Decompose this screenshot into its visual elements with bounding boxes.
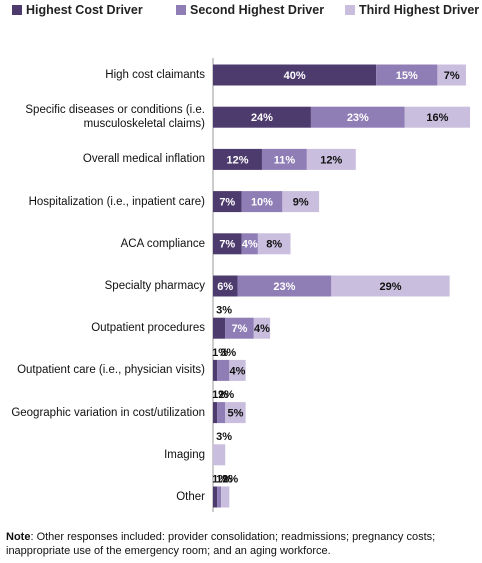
bar-segment xyxy=(213,64,377,86)
bar-segment xyxy=(253,317,271,339)
bar-segment xyxy=(229,359,246,381)
bar-segment xyxy=(221,486,230,508)
bar-segment xyxy=(225,317,254,339)
value-label: 1% xyxy=(212,347,228,359)
value-label: 24% xyxy=(251,112,273,124)
value-label: 15% xyxy=(396,70,418,82)
bar-segment xyxy=(241,191,283,213)
bar-segment xyxy=(404,106,471,128)
bar-segment xyxy=(213,191,242,213)
legend-item: Second Highest Driver xyxy=(176,3,324,17)
bar-segment xyxy=(217,359,230,381)
value-label: 12% xyxy=(226,154,248,166)
bar-segment xyxy=(213,233,242,255)
legend-label: Third Highest Driver xyxy=(359,3,480,17)
category-label: Outpatient procedures xyxy=(91,322,205,335)
bar-segment xyxy=(331,275,450,297)
category-label: Outpatient care (i.e., physician visits) xyxy=(17,364,205,377)
category-label: Hospitalization (i.e., inpatient care) xyxy=(28,195,205,208)
value-label: 23% xyxy=(347,112,369,124)
value-label: 23% xyxy=(273,281,295,293)
value-label: 7% xyxy=(444,70,460,82)
bar-segment xyxy=(376,64,438,86)
legend-item: Highest Cost Driver xyxy=(12,3,143,17)
category-label: Specific diseases or conditions (i.e. mu… xyxy=(25,104,205,131)
value-label: 5% xyxy=(227,408,243,420)
value-label: 3% xyxy=(216,431,232,443)
note-text: : Other responses included: provider con… xyxy=(6,531,436,557)
value-label: 4% xyxy=(254,323,270,335)
bar-segment xyxy=(282,191,320,213)
category-label: High cost claimants xyxy=(105,69,205,81)
value-label: 12% xyxy=(320,154,342,166)
bar-segment xyxy=(217,402,226,424)
value-label: 3% xyxy=(216,305,232,317)
value-label: 6% xyxy=(217,281,233,293)
bar-segment xyxy=(213,275,238,297)
bar-segment xyxy=(306,148,356,170)
value-label: 40% xyxy=(284,70,306,82)
category-label: Specialty pharmacy xyxy=(104,280,205,292)
legend-swatch xyxy=(345,5,355,15)
bar-segment xyxy=(225,402,246,424)
legend-item: Third Highest Driver xyxy=(345,3,479,17)
value-label: 16% xyxy=(426,112,448,124)
bar-segment xyxy=(257,233,291,255)
bar-segment xyxy=(213,359,218,381)
legend-label: Second Highest Driver xyxy=(190,3,325,17)
value-label: 1% xyxy=(212,389,228,401)
category-label: Imaging xyxy=(164,448,205,461)
value-label: 7% xyxy=(232,323,248,335)
value-label: 7% xyxy=(219,197,235,209)
bar-segment xyxy=(241,233,258,255)
value-label: 11% xyxy=(274,154,296,166)
value-label: 4% xyxy=(230,365,246,377)
note: Note: Other responses included: provider… xyxy=(6,530,476,558)
bar-segment xyxy=(213,317,226,339)
value-label: 3% xyxy=(220,347,236,359)
bar-segment xyxy=(213,148,262,170)
value-label: 29% xyxy=(379,281,401,293)
value-label: 2% xyxy=(218,389,234,401)
value-label: 9% xyxy=(293,197,309,209)
bar-segment xyxy=(213,486,218,508)
bar-segment xyxy=(213,402,218,424)
value-label: 1% xyxy=(216,473,232,485)
bar-segment xyxy=(213,444,226,466)
category-label: Geographic variation in cost/utilization xyxy=(11,406,205,419)
legend-label: Highest Cost Driver xyxy=(26,3,143,17)
bar-segment xyxy=(261,148,307,170)
bar-segment xyxy=(217,486,222,508)
note-label: Note xyxy=(6,531,31,543)
bar-segment xyxy=(437,64,466,86)
value-label: 2% xyxy=(222,473,238,485)
value-label: 7% xyxy=(219,239,235,251)
value-label: 4% xyxy=(242,239,258,251)
bar-segment xyxy=(213,106,311,128)
legend-swatch xyxy=(176,5,186,15)
value-label: 8% xyxy=(266,239,282,251)
category-label: Other xyxy=(176,491,205,503)
category-label: Overall medical inflation xyxy=(82,153,205,166)
value-label: 1% xyxy=(212,473,228,485)
bar-segment xyxy=(237,275,332,297)
value-label: 10% xyxy=(251,197,273,209)
category-label: ACA compliance xyxy=(120,237,205,250)
bar-segment xyxy=(310,106,405,128)
legend-swatch xyxy=(12,5,22,15)
